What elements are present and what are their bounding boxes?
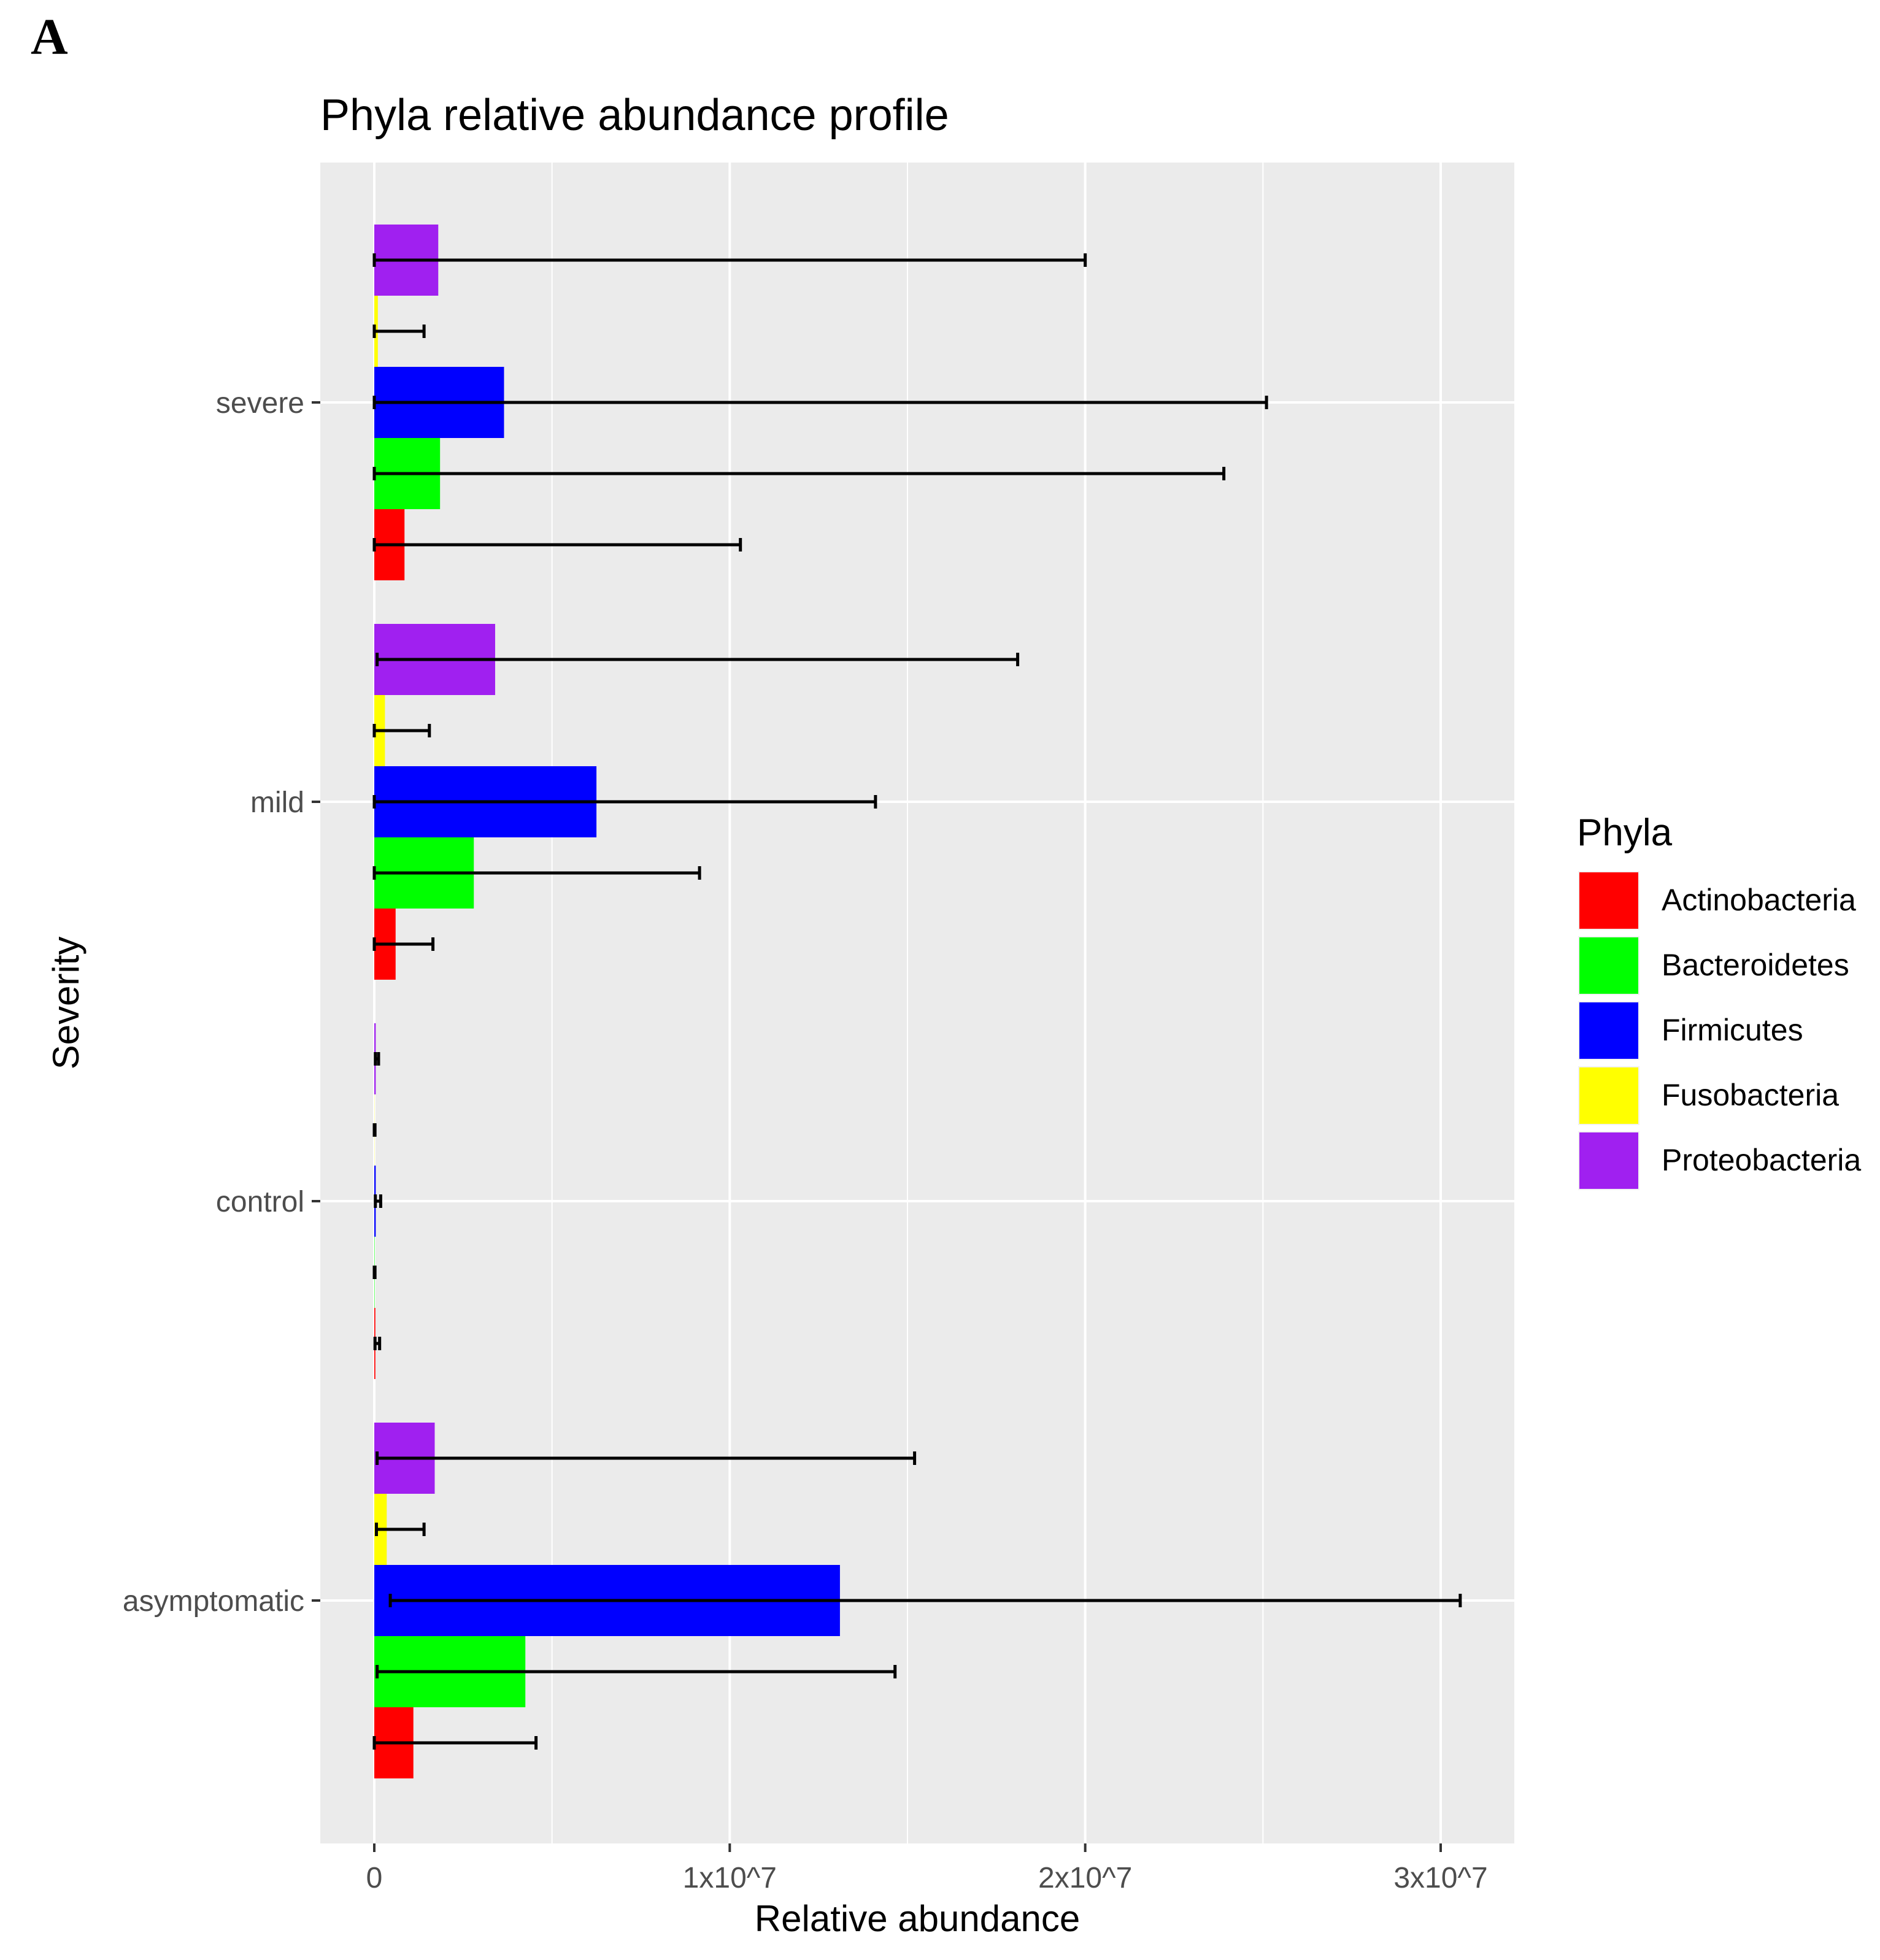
x-axis-title: Relative abundance [755,1898,1080,1939]
legend-item-actinobacteria: Actinobacteria [1578,871,1856,930]
legend-label-proteobacteria: Proteobacteria [1662,1143,1861,1177]
x-axis: 0 1x10^7 2x10^7 3x10^7 [366,1843,1488,1894]
legend-label-bacteroidetes: Bacteroidetes [1662,948,1849,982]
legend-title: Phyla [1577,812,1673,854]
y-tick-label-control: control [216,1186,304,1218]
legend-swatch-proteobacteria [1579,1132,1638,1189]
chart-title: Phyla relative abundance profile [320,91,949,140]
legend-item-fusobacteria: Fusobacteria [1578,1066,1839,1125]
legend-item-firmicutes: Firmicutes [1578,1001,1803,1060]
legend: Phyla Actinobacteria Bacteroidetes Firmicu… [1577,812,1861,1190]
y-tick-label-severe: severe [216,387,304,420]
x-tick-label: 3x10^7 [1393,1862,1487,1894]
legend-item-bacteroidetes: Bacteroidetes [1578,936,1849,995]
legend-swatch-fusobacteria [1579,1067,1638,1124]
x-tick-label: 2x10^7 [1038,1862,1132,1894]
y-tick-label-mild: mild [250,786,304,819]
legend-label-firmicutes: Firmicutes [1662,1013,1803,1047]
x-tick-label: 1x10^7 [683,1862,777,1894]
legend-item-proteobacteria: Proteobacteria [1578,1131,1861,1190]
y-tick-label-asymptomatic: asymptomatic [123,1585,304,1618]
y-axis-title: Severity [45,937,87,1070]
error-bar-fusobacteria-control [374,1123,375,1137]
legend-swatch-bacteroidetes [1579,937,1638,994]
legend-swatch-actinobacteria [1579,872,1638,929]
legend-label-fusobacteria: Fusobacteria [1662,1078,1839,1112]
panel-label: A [31,9,68,66]
legend-swatch-firmicutes [1579,1002,1638,1059]
x-tick-label: 0 [366,1862,383,1894]
y-axis: severe mild control asymptomatic [123,387,320,1618]
legend-label-actinobacteria: Actinobacteria [1662,883,1856,917]
error-bar-bacteroidetes-control [374,1266,375,1279]
